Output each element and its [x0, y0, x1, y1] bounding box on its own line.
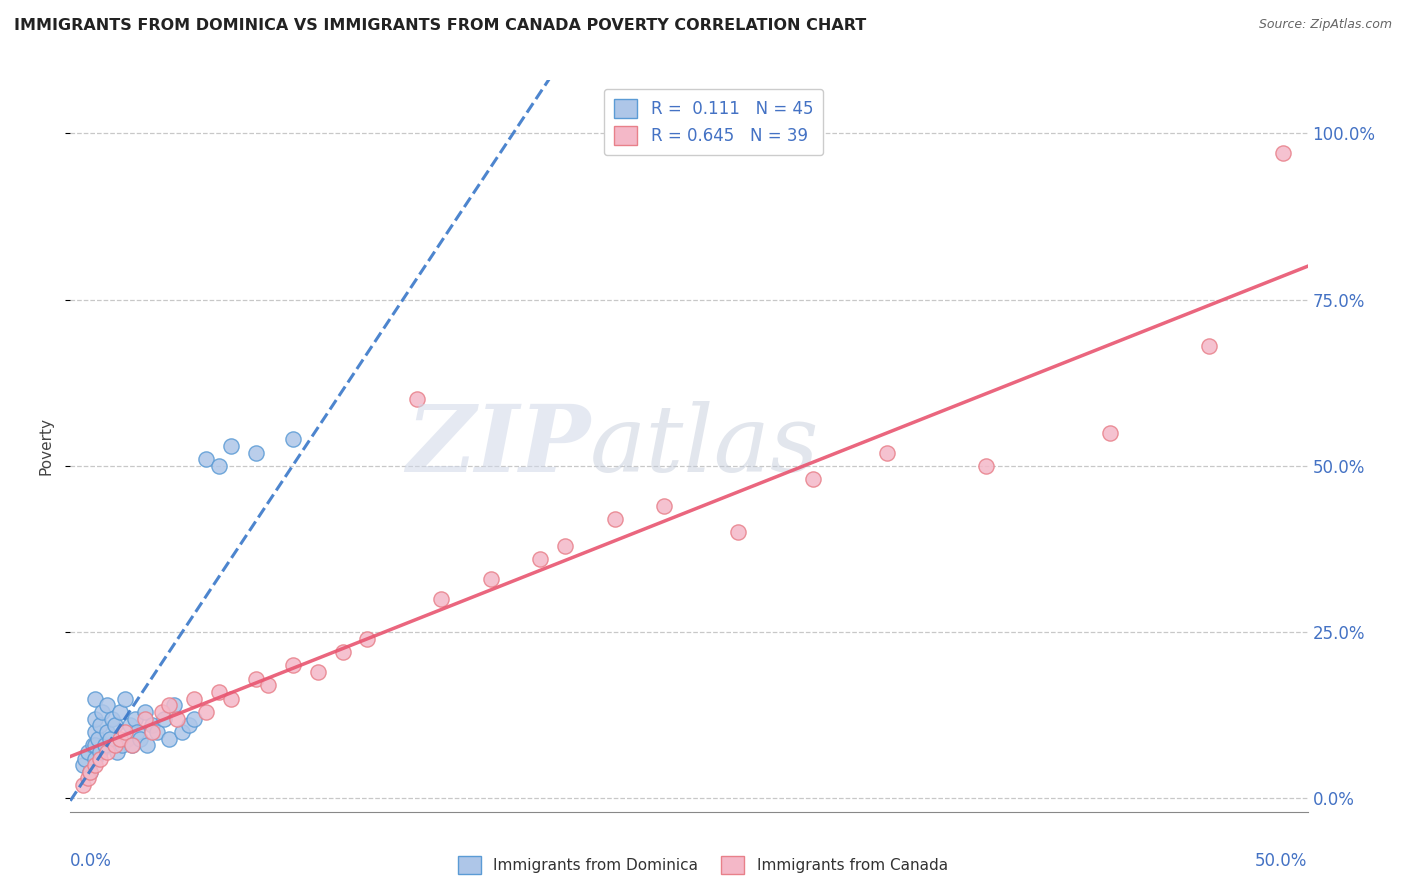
Point — [101, 712, 124, 726]
Point — [105, 745, 128, 759]
Point — [94, 738, 117, 752]
Point — [281, 433, 304, 447]
Point — [96, 725, 118, 739]
Point — [86, 731, 108, 746]
Point — [104, 718, 127, 732]
Point — [134, 712, 156, 726]
Point — [98, 731, 121, 746]
Point — [245, 672, 267, 686]
Point — [208, 458, 231, 473]
Point — [118, 718, 141, 732]
Text: atlas: atlas — [591, 401, 820, 491]
Point — [79, 764, 101, 779]
Point — [801, 472, 824, 486]
Point — [219, 439, 242, 453]
Point — [76, 745, 98, 759]
Point — [82, 738, 104, 752]
Point — [89, 751, 111, 765]
Point — [114, 725, 136, 739]
Text: IMMIGRANTS FROM DOMINICA VS IMMIGRANTS FROM CANADA POVERTY CORRELATION CHART: IMMIGRANTS FROM DOMINICA VS IMMIGRANTS F… — [14, 18, 866, 33]
Point — [170, 725, 193, 739]
Point — [114, 691, 136, 706]
Point — [72, 778, 94, 792]
Legend: R =  0.111   N = 45, R = 0.645   N = 39: R = 0.111 N = 45, R = 0.645 N = 39 — [605, 88, 824, 155]
Point — [141, 725, 163, 739]
Point — [124, 712, 146, 726]
Point — [876, 445, 898, 459]
Point — [84, 691, 107, 706]
Point — [1198, 339, 1220, 353]
Point — [405, 392, 427, 407]
Point — [257, 678, 280, 692]
Point — [108, 731, 131, 746]
Point — [727, 525, 749, 540]
Text: 50.0%: 50.0% — [1256, 852, 1308, 870]
Point — [163, 698, 186, 713]
Point — [332, 645, 354, 659]
Point — [104, 738, 127, 752]
Point — [84, 738, 107, 752]
Point — [183, 691, 205, 706]
Point — [136, 738, 159, 752]
Point — [1098, 425, 1121, 440]
Point — [84, 712, 107, 726]
Point — [430, 591, 453, 606]
Point — [134, 705, 156, 719]
Point — [177, 718, 200, 732]
Point — [146, 725, 169, 739]
Point — [141, 718, 163, 732]
Point — [84, 751, 107, 765]
Point — [1271, 146, 1294, 161]
Point — [183, 712, 205, 726]
Text: 0.0%: 0.0% — [70, 852, 112, 870]
Point — [75, 751, 97, 765]
Text: Source: ZipAtlas.com: Source: ZipAtlas.com — [1258, 18, 1392, 31]
Point — [479, 572, 502, 586]
Point — [150, 705, 173, 719]
Point — [89, 745, 111, 759]
Point — [208, 685, 231, 699]
Point — [554, 539, 576, 553]
Point — [96, 745, 118, 759]
Y-axis label: Poverty: Poverty — [38, 417, 53, 475]
Point — [157, 731, 180, 746]
Point — [652, 499, 675, 513]
Point — [529, 552, 551, 566]
Point — [91, 705, 114, 719]
Point — [84, 758, 107, 772]
Point — [76, 772, 98, 786]
Text: ZIP: ZIP — [406, 401, 591, 491]
Point — [72, 758, 94, 772]
Point — [195, 452, 218, 467]
Point — [127, 725, 149, 739]
Point — [89, 718, 111, 732]
Point — [166, 712, 188, 726]
Point — [121, 738, 143, 752]
Point — [79, 764, 101, 779]
Point — [245, 445, 267, 459]
Point — [356, 632, 378, 646]
Point — [307, 665, 329, 679]
Point — [108, 705, 131, 719]
Point — [281, 658, 304, 673]
Point — [111, 738, 134, 752]
Point — [157, 698, 180, 713]
Point — [195, 705, 218, 719]
Point — [128, 731, 150, 746]
Point — [219, 691, 242, 706]
Point — [974, 458, 997, 473]
Point — [603, 512, 626, 526]
Point — [153, 712, 176, 726]
Legend: Immigrants from Dominica, Immigrants from Canada: Immigrants from Dominica, Immigrants fro… — [453, 850, 953, 880]
Point — [84, 725, 107, 739]
Point — [115, 731, 138, 746]
Point — [121, 738, 143, 752]
Point — [96, 698, 118, 713]
